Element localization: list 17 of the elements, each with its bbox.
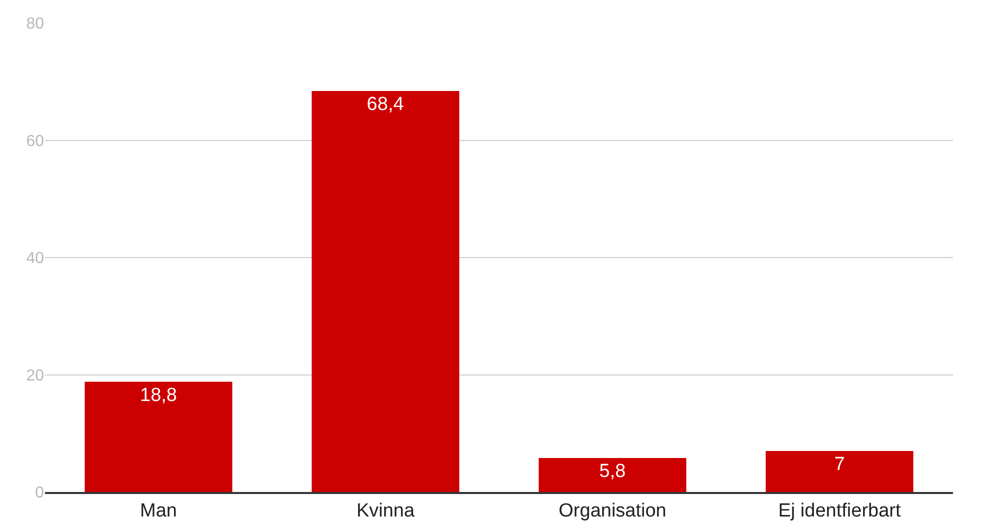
x-tick-label: Ej identfierbart bbox=[778, 500, 902, 522]
x-tick-label: Kvinna bbox=[356, 500, 415, 522]
y-tick-label: 60 bbox=[26, 132, 44, 150]
x-tick-label: Man bbox=[140, 500, 177, 522]
bar bbox=[312, 91, 460, 492]
bar bbox=[766, 450, 914, 492]
y-tick-label: 80 bbox=[26, 16, 44, 33]
bar bbox=[538, 458, 686, 492]
data-label: 7 bbox=[834, 454, 845, 475]
bar bbox=[84, 382, 232, 492]
x-tick-label: Organisation bbox=[558, 500, 666, 522]
y-tick-label: 40 bbox=[26, 250, 44, 268]
y-tick-label: 0 bbox=[35, 484, 44, 502]
data-label: 5,8 bbox=[599, 461, 626, 482]
y-tick-label: 20 bbox=[26, 367, 44, 384]
data-label: 18,8 bbox=[140, 384, 177, 406]
data-label: 68,4 bbox=[366, 94, 404, 116]
